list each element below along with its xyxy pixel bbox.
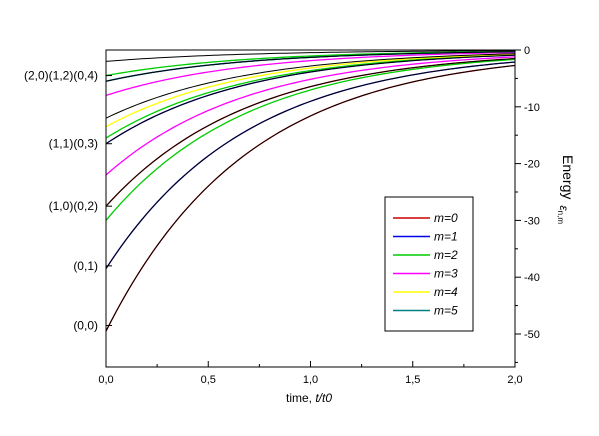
y-tick-label-1: -10 [524,102,540,114]
black-curve-5 [106,51,515,82]
legend-box [384,196,474,332]
state-label-4: (0,0) [73,318,98,332]
black-curve-0 [106,64,515,332]
state-label-1: (1,1)(0,3) [49,137,98,151]
legend-label-1: m=1 [434,230,458,244]
x-axis-title: time, t/t0 [286,391,332,405]
black-curve-4 [106,53,515,119]
series-2-curve-1 [106,54,515,139]
black-curve-1 [106,61,515,269]
y-tick-label-5: -50 [524,329,540,341]
x-tick-label-0: 0,0 [98,374,113,386]
series-2-curve-0 [106,58,515,221]
state-labels: (2,0)(1,2)(0,4) (1,1)(0,3) (1,0)(0,2) (0,1)… [24,69,112,332]
series-3-curve-0 [106,56,515,176]
legend-label-5: m=5 [434,304,458,318]
legend-label-4: m=4 [434,285,458,299]
legend-label-0: m=0 [434,211,458,225]
x-tick-label-3: 1,5 [405,374,420,386]
y-tick-label-2: -20 [524,159,540,171]
legend-label-3: m=3 [434,267,458,281]
state-label-3: (0,1) [73,259,98,273]
series-0-curve-1 [106,57,515,207]
series-4-curve-0 [106,53,515,128]
black-curve-6 [106,50,515,62]
black-curve-3 [106,54,515,145]
series-3-curve-1 [106,51,515,97]
state-label-2: (1,0)(0,2) [49,199,98,213]
x-tick-label-2: 1,0 [303,374,318,386]
y-tick-label-0: 0 [524,45,530,57]
y-axis-title: Energyεn,m [556,155,576,224]
y-tick-label-4: -40 [524,272,540,284]
x-axis: 0,0 0,5 1,0 1,5 2,0 [98,361,523,386]
curves-group [106,50,515,332]
legend-label-2: m=2 [434,248,458,262]
x-tick-label-4: 2,0 [507,374,522,386]
y-tick-label-3: -30 [524,215,540,227]
y-axis-right: 0 -10 -20 -30 -40 -50 [515,45,540,363]
legend: m=0 m=1 m=2 m=3 m=4 m=5 [384,196,474,332]
state-label-0: (2,0)(1,2)(0,4) [24,69,98,83]
black-curve-2 [106,58,515,207]
x-tick-label-1: 0,5 [201,374,216,386]
